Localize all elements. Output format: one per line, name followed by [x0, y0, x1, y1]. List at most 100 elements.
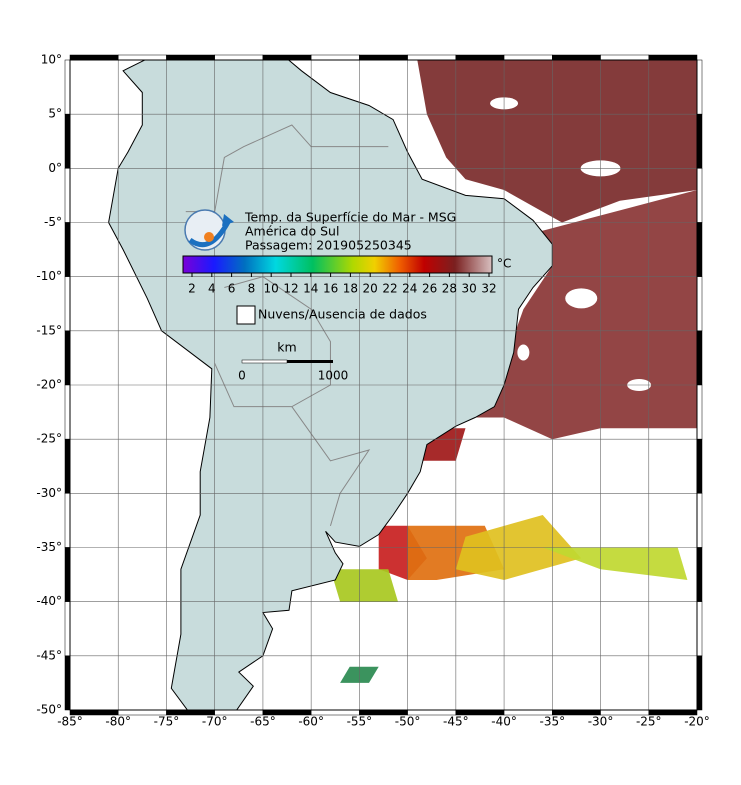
frame: [552, 709, 601, 716]
lat-tick-label: -25°: [36, 432, 62, 446]
frame: [648, 709, 698, 716]
frame: [64, 330, 71, 386]
colorbar: [182, 255, 493, 274]
frame: [696, 601, 703, 657]
frame: [64, 547, 71, 602]
colorbar-label: 20: [363, 282, 378, 296]
lon-tick-label: -85°: [57, 715, 83, 729]
frame: [696, 113, 703, 169]
scale-unit: km: [277, 340, 296, 355]
colorbar-label: 32: [481, 282, 496, 296]
frame: [696, 330, 703, 386]
lat-tick-label: 5°: [48, 107, 62, 121]
scale-bar: [241, 359, 333, 364]
frame: [166, 54, 215, 61]
lat-tick-label: -35°: [36, 540, 62, 554]
frame: [310, 54, 360, 61]
frame: [696, 59, 703, 115]
sst-area: [446, 190, 697, 440]
lon-tick-label: -20°: [684, 715, 710, 729]
colorbar-label: 6: [228, 282, 236, 296]
region: América do Sul: [245, 224, 339, 239]
frame: [64, 493, 71, 548]
frame: [600, 54, 650, 61]
border: [185, 124, 389, 213]
lon-tick-label: -65°: [250, 715, 276, 729]
colorbar-label: 16: [323, 282, 338, 296]
frame: [262, 709, 312, 716]
frame: [64, 168, 71, 223]
frame: [64, 601, 71, 657]
colorbar-label: 2: [188, 282, 196, 296]
colorbar-label: 18: [343, 282, 358, 296]
lat-tick-label: -45°: [36, 648, 62, 662]
lat-tick-label: -40°: [36, 594, 62, 608]
scale-start: 0: [238, 369, 246, 383]
cloud-gap: [517, 344, 530, 361]
frame: [407, 54, 457, 61]
frame: [64, 222, 71, 277]
legend-label: Nuvens/Ausencia de dados: [258, 307, 427, 322]
frame: [64, 113, 71, 169]
frame: [117, 54, 167, 61]
frame: [503, 709, 553, 716]
lat-tick-label: 0°: [48, 161, 62, 175]
frame: [64, 276, 71, 332]
frame: [696, 222, 703, 277]
colorbar-label: 28: [442, 282, 457, 296]
frame: [696, 384, 703, 440]
frame: [64, 438, 71, 494]
frame: [455, 54, 505, 61]
colorbar-label: 8: [248, 282, 256, 296]
frame: [359, 709, 408, 716]
frame: [407, 709, 457, 716]
sst-area: [417, 60, 697, 223]
frame: [696, 168, 703, 223]
lon-tick-label: -25°: [636, 715, 662, 729]
frame: [696, 493, 703, 548]
colorbar-label: 30: [462, 282, 477, 296]
lon-tick-label: -35°: [540, 715, 566, 729]
frame: [117, 709, 167, 716]
colorbar-label: 14: [303, 282, 318, 296]
frame: [696, 276, 703, 332]
frame: [69, 54, 119, 61]
lat-tick-label: -20°: [36, 378, 62, 392]
frame: [214, 54, 264, 61]
lat-tick-label: -30°: [36, 486, 62, 500]
colorbar-label: 24: [402, 282, 417, 296]
frame: [64, 59, 71, 115]
frame: [310, 709, 360, 716]
lon-tick-label: -40°: [491, 715, 517, 729]
colorbar-label: 10: [264, 282, 279, 296]
frame: [69, 709, 119, 716]
legend-swatch: [236, 305, 256, 325]
frame-border: [69, 59, 698, 711]
colorbar-unit: °C: [497, 257, 511, 271]
logo: [184, 209, 234, 251]
colorbar-label: 4: [208, 282, 216, 296]
frame: [64, 384, 71, 440]
lon-tick-label: -70°: [202, 715, 228, 729]
lat-tick-label: -15°: [36, 323, 62, 337]
frame: [214, 709, 264, 716]
frame: [552, 54, 601, 61]
lon-tick-label: -60°: [298, 715, 324, 729]
lon-tick-label: -45°: [443, 715, 469, 729]
lat-tick-label: 10°: [41, 53, 62, 67]
frame: [503, 54, 553, 61]
sst-area: [330, 569, 398, 602]
frame: [600, 709, 650, 716]
frame: [64, 655, 71, 711]
colorbar-label: 26: [422, 282, 437, 296]
lat-tick-label: -10°: [36, 269, 62, 283]
map-area: [70, 60, 697, 710]
scale-end: 1000: [318, 369, 349, 383]
border: [214, 276, 331, 408]
frame: [696, 547, 703, 602]
frame: [262, 54, 312, 61]
lon-tick-label: -80°: [105, 715, 131, 729]
lon-tick-label: -50°: [395, 715, 421, 729]
frame: [648, 54, 698, 61]
